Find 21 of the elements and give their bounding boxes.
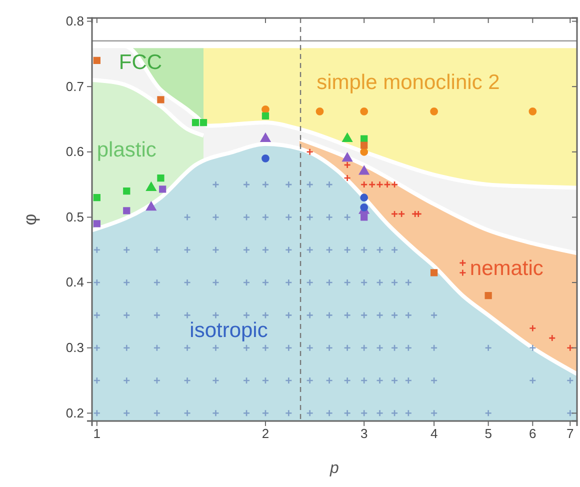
annotation: FCC [118,51,162,74]
x-tick-label: 6 [529,426,536,442]
y-tick-label: 0.3 [66,340,84,356]
x-tick-label: 3 [360,426,368,442]
y-tick-label: 0.5 [66,209,84,224]
x-tick-label: 1 [93,426,101,442]
y-tick-label: 0.8 [66,13,84,28]
x-tick-label: 2 [262,426,270,442]
y-tick-label: 0.7 [66,78,84,94]
y-axis-title: φ [20,214,40,226]
annotation: plastic [96,138,156,162]
annotation: simple monoclinic 2 [316,70,500,94]
annotation: isotropic [190,319,268,342]
y-tick-label: 0.2 [66,405,84,420]
x-tick-label: 4 [430,426,438,442]
annotation: nematic [470,257,544,280]
y-tick-label: 0.6 [66,144,84,160]
x-tick-label: 7 [566,426,574,442]
x-axis-title: p [329,460,340,477]
y-tick-label: 0.4 [66,274,84,290]
x-tick-label: 5 [484,426,492,442]
